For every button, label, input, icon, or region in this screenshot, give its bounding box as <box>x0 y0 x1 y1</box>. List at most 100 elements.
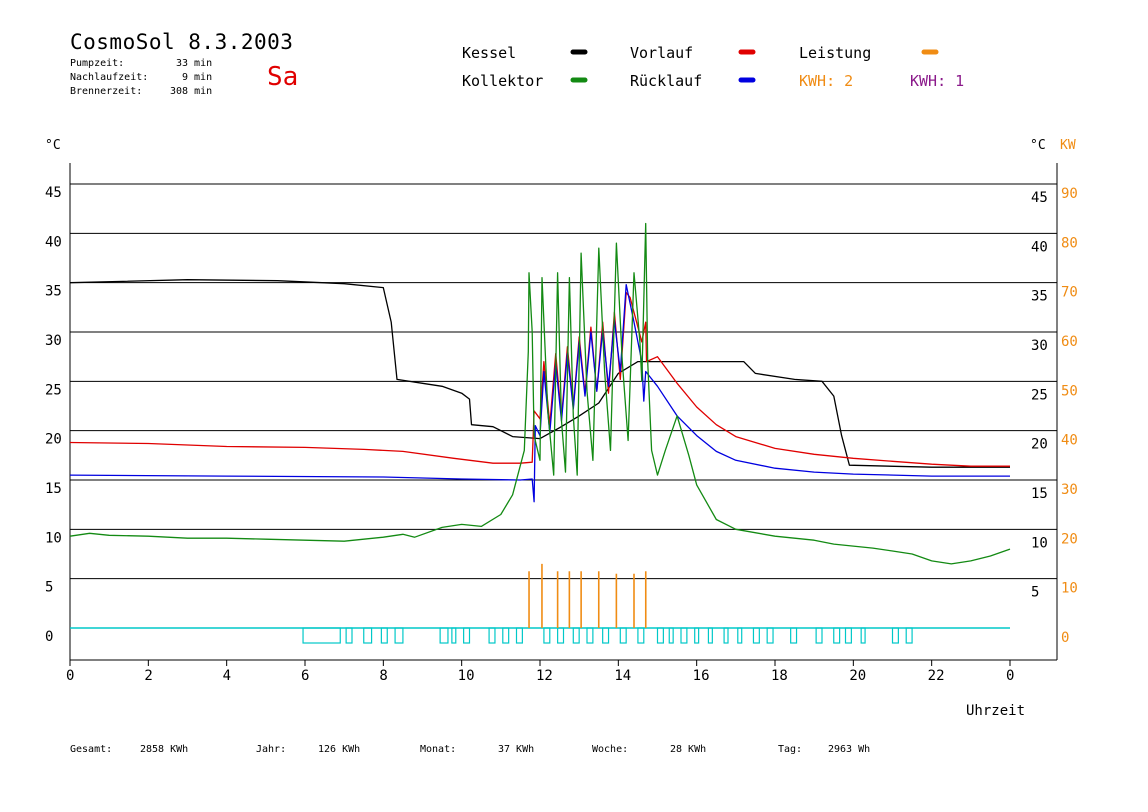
footer-woche-value: 28 KWh <box>670 744 707 755</box>
pump-interval <box>619 627 627 644</box>
y-tick-left: 15 <box>45 481 62 497</box>
legend-kollektor-label: Kollektor <box>462 72 544 90</box>
x-tick-label: 12 <box>536 668 553 684</box>
footer-jahr-value: 126 KWh <box>318 744 361 755</box>
y-tick-kw: 20 <box>1061 531 1078 547</box>
pump-interval <box>586 627 594 644</box>
legend-ruecklauf-label: Rücklauf <box>630 72 703 90</box>
pump-interval <box>451 627 457 644</box>
footer-monat-label: Monat: <box>420 744 457 755</box>
footer-gesamt-label: Gesamt: <box>70 744 113 755</box>
y-tick-kw: 90 <box>1061 186 1078 202</box>
legend-kwh-purple: KWH: 1 <box>910 72 965 90</box>
x-tick-label: 18 <box>771 668 788 684</box>
y-tick-kw: 60 <box>1061 334 1078 350</box>
pump-interval <box>302 627 341 644</box>
y-tick-left: 20 <box>45 432 62 448</box>
x-tick-label: 22 <box>928 668 945 684</box>
footer-monat-value: 37 KWh <box>498 744 535 755</box>
y-tick-kw: 80 <box>1061 235 1078 251</box>
x-tick-label: 14 <box>614 668 631 684</box>
x-tick-label: 10 <box>458 668 475 684</box>
pump-interval <box>905 627 913 644</box>
y-tick-right: 30 <box>1031 338 1048 354</box>
pump-interval <box>656 627 664 644</box>
pump-interval <box>602 627 610 644</box>
pump-interval <box>394 627 404 644</box>
pump-interval <box>463 627 471 644</box>
pump-interval <box>637 627 645 644</box>
pump-interval <box>694 627 700 644</box>
x-tick-label: 0 <box>1006 668 1014 684</box>
y-axis-title-kw: KW <box>1060 138 1076 153</box>
legend-kwh-orange: KWH: 2 <box>799 72 854 90</box>
y-tick-right: 45 <box>1031 190 1048 206</box>
y-tick-left: 0 <box>45 629 53 645</box>
y-tick-right: 25 <box>1031 387 1048 403</box>
y-axis-title-left: °C <box>45 138 61 153</box>
x-tick-label: 2 <box>144 668 152 684</box>
y-tick-kw: 10 <box>1061 581 1078 597</box>
y-tick-left: 30 <box>45 333 62 349</box>
weekday-label: Sa <box>267 62 299 92</box>
x-tick-label: 0 <box>66 668 74 684</box>
legend-kessel-label: Kessel <box>462 44 517 62</box>
footer-tag-label: Tag: <box>778 744 803 755</box>
pump-interval <box>557 627 565 644</box>
legend-vorlauf-label: Vorlauf <box>630 44 694 62</box>
pump-interval <box>891 627 899 644</box>
pump-interval <box>515 627 523 644</box>
stat-nachlaufzeit-value: 9 min <box>182 72 213 83</box>
y-tick-left: 45 <box>45 185 62 201</box>
footer-woche-label: Woche: <box>592 744 629 755</box>
pump-interval <box>833 627 841 644</box>
legend-leistung-label: Leistung <box>799 44 872 62</box>
y-tick-right: 20 <box>1031 437 1048 453</box>
pump-interval <box>790 627 798 644</box>
x-tick-label: 4 <box>223 668 231 684</box>
pump-interval <box>668 627 674 644</box>
pump-interval <box>815 627 823 644</box>
y-tick-left: 10 <box>45 530 62 546</box>
y-tick-right: 40 <box>1031 239 1048 255</box>
pump-interval <box>844 627 852 644</box>
pump-interval <box>502 627 510 644</box>
footer-tag-value: 2963 Wh <box>828 744 871 755</box>
stat-brennerzeit-value: 308 min <box>170 86 213 97</box>
pump-interval <box>766 627 774 644</box>
pump-interval <box>860 627 866 644</box>
y-tick-right: 15 <box>1031 486 1048 502</box>
pump-interval <box>345 627 353 644</box>
stat-pumpzeit-value: 33 min <box>176 58 213 69</box>
footer-gesamt-value: 2858 KWh <box>140 744 189 755</box>
pump-interval <box>543 627 551 644</box>
series-kollektor-line <box>69 222 1011 565</box>
pump-interval <box>380 627 388 644</box>
x-tick-label: 8 <box>379 668 387 684</box>
pump-interval <box>363 627 373 644</box>
series-rcklauf-line <box>69 283 1010 503</box>
y-tick-kw: 50 <box>1061 383 1078 399</box>
chart-title: CosmoSol 8.3.2003 <box>70 30 294 54</box>
y-tick-left: 25 <box>45 382 62 398</box>
pump-interval <box>680 627 688 644</box>
pump-interval <box>488 627 496 644</box>
y-tick-left: 5 <box>45 580 53 596</box>
y-tick-kw: 40 <box>1061 433 1078 449</box>
pump-interval <box>723 627 729 644</box>
pump-interval <box>737 627 743 644</box>
pump-interval <box>439 627 449 644</box>
y-tick-left: 35 <box>45 284 62 300</box>
y-tick-right: 5 <box>1031 585 1039 601</box>
y-tick-left: 40 <box>45 234 62 250</box>
x-tick-label: 6 <box>301 668 309 684</box>
x-tick-label: 16 <box>693 668 710 684</box>
y-tick-right: 10 <box>1031 535 1048 551</box>
stat-pumpzeit-label: Pumpzeit: <box>70 58 125 69</box>
stat-brennerzeit-label: Brennerzeit: <box>70 86 143 97</box>
footer-jahr-label: Jahr: <box>256 744 287 755</box>
y-tick-right: 35 <box>1031 289 1048 305</box>
y-axis-title-right: °C <box>1030 138 1046 153</box>
pump-interval <box>707 627 713 644</box>
